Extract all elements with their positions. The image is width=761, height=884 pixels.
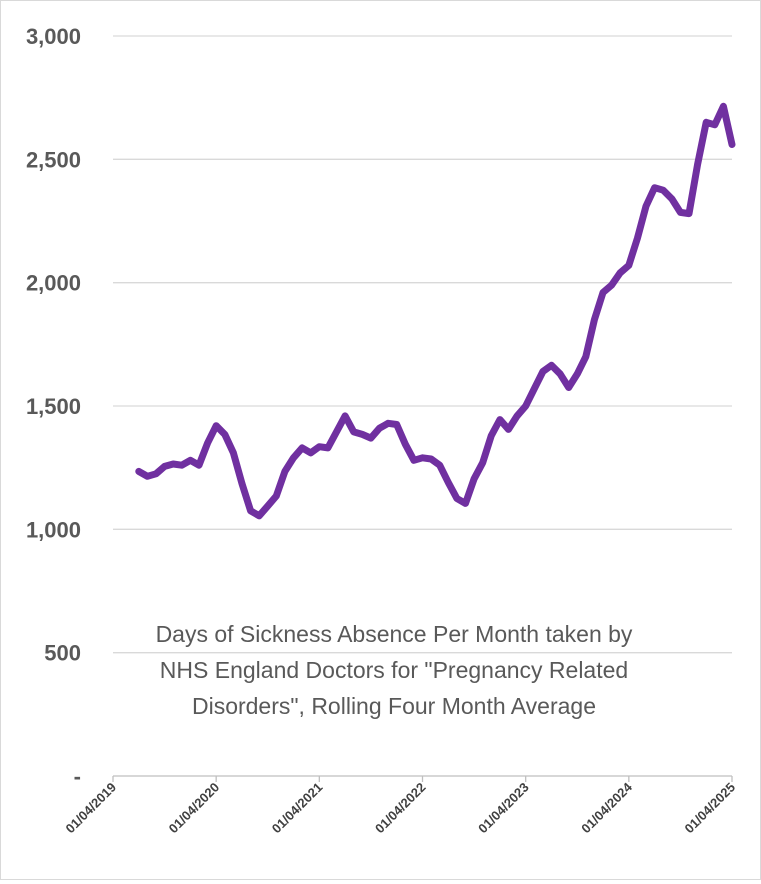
- x-tick-label: 01/04/2023: [475, 780, 532, 837]
- x-tick-label: 01/04/2025: [681, 780, 738, 837]
- x-tick-label: 01/04/2020: [166, 780, 223, 837]
- y-tick-label: 2,500: [26, 147, 81, 172]
- x-tick-label: 01/04/2022: [372, 780, 429, 837]
- x-tick-label: 01/04/2024: [578, 779, 635, 836]
- series-layer: [135, 102, 736, 520]
- y-tick-label: -: [74, 764, 81, 789]
- y-tick-label: 2,000: [26, 271, 81, 296]
- y-tick-label: 1,000: [26, 517, 81, 542]
- title-line: Disorders", Rolling Four Month Average: [192, 693, 596, 719]
- title-line: Days of Sickness Absence Per Month taken…: [156, 621, 633, 647]
- x-axis: 01/04/2019 01/04/2020 01/04/2021 01/04/2022…: [62, 775, 738, 837]
- y-tick-label: 3,000: [26, 24, 81, 49]
- series-line: [135, 102, 736, 520]
- y-tick-label: 500: [44, 641, 81, 666]
- y-axis: - 500 1,000 1,500 2,000 2,500 3,000: [26, 24, 81, 789]
- x-tick-label: 01/04/2019: [62, 780, 119, 837]
- title-line: NHS England Doctors for "Pregnancy Relat…: [160, 657, 628, 683]
- chart-title: Days of Sickness Absence Per Month taken…: [156, 621, 633, 719]
- x-tick-label: 01/04/2021: [269, 780, 326, 837]
- y-tick-label: 1,500: [26, 394, 81, 419]
- gridlines: [113, 35, 732, 654]
